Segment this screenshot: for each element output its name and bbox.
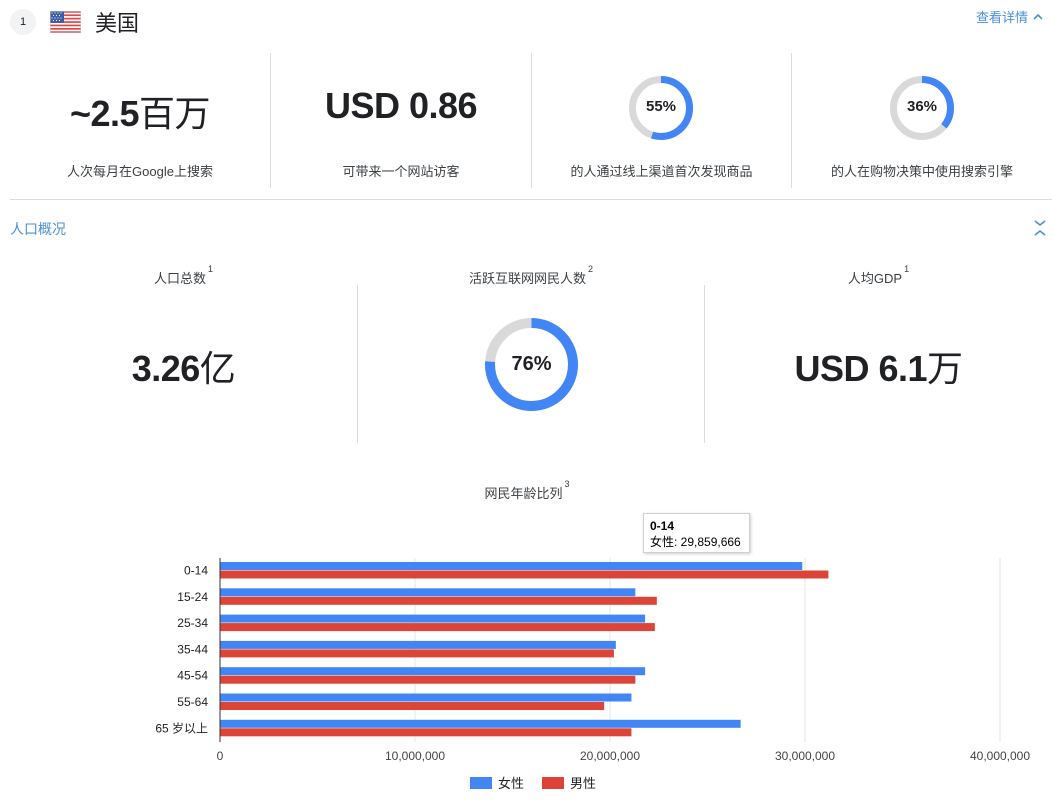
legend-swatch-male	[542, 776, 565, 789]
divider	[270, 53, 271, 188]
bar-female[interactable]	[220, 693, 632, 702]
chart-bars	[220, 562, 829, 737]
metric-label-internet-users: 活跃互联网网民人数2	[468, 264, 594, 286]
y-category-label: 65 岁以上	[155, 720, 208, 735]
x-tick-label: 20,000,000	[580, 749, 640, 763]
stat-value: ~2.5百万	[69, 93, 211, 134]
chart-legend: 女性 男性	[470, 773, 596, 792]
section-divider	[10, 199, 1052, 200]
y-category-label: 25-34	[177, 616, 208, 630]
divider	[791, 53, 792, 188]
bar-male[interactable]	[220, 570, 829, 579]
bar-male[interactable]	[220, 623, 655, 632]
bar-male[interactable]	[220, 649, 614, 658]
progress-ring-36	[890, 76, 954, 140]
x-tick-label: 30,000,000	[775, 749, 835, 763]
x-tick-label: 0	[217, 749, 224, 763]
divider	[531, 53, 532, 188]
ring-percent-label: 55%	[645, 98, 677, 115]
stat-value: USD 0.86	[324, 85, 478, 126]
stat-caption: 人次每月在Google上搜索	[67, 164, 213, 179]
bar-female[interactable]	[220, 719, 741, 728]
stat-search-engine-use: 36% 的人在购物决策中使用搜索引擎	[792, 53, 1052, 188]
legend-label-female: 女性	[498, 776, 525, 791]
metric-label-population: 人口总数1	[153, 264, 214, 286]
bar-male[interactable]	[220, 702, 605, 710]
stat-cost-per-visit: USD 0.86 可带来一个网站访客	[271, 53, 531, 188]
bar-male[interactable]	[220, 675, 636, 684]
tooltip-value: 女性: 29,859,666	[650, 535, 741, 549]
collapse-chevrons-icon[interactable]	[1032, 219, 1048, 237]
divider	[704, 285, 705, 443]
age-bar-chart: 0-14 15-24 25-34 35-44 45-54 55-64 65 岁以上 0 10,…	[155, 558, 1031, 763]
metric-value-gdp: USD 6.1万	[794, 348, 963, 389]
y-category-label: 55-64	[177, 695, 208, 709]
stat-caption: 的人在购物决策中使用搜索引擎	[830, 164, 1013, 179]
stat-caption: 可带来一个网站访客	[342, 164, 460, 179]
x-tick-label: 40,000,000	[970, 749, 1030, 763]
bar-female[interactable]	[220, 588, 636, 597]
metric-label-gdp: 人均GDP1	[847, 264, 910, 286]
bar-male[interactable]	[220, 728, 632, 737]
legend-item-female[interactable]: 女性	[470, 773, 524, 792]
stat-monthly-searches: ~2.5百万 人次每月在Google上搜索	[10, 53, 270, 188]
section-title[interactable]: 人口概况	[10, 221, 66, 237]
chevron-up-icon[interactable]	[1032, 12, 1044, 22]
bar-female[interactable]	[220, 614, 646, 623]
stat-online-discovery: 55% 的人通过线上渠道首次发现商品	[532, 53, 791, 188]
chart-x-labels: 0 10,000,000 20,000,000 30,000,000 40,000,00…	[217, 749, 1031, 763]
ring-percent-label: 76%	[511, 353, 552, 375]
legend-item-male[interactable]: 男性	[542, 773, 596, 792]
legend-swatch-female	[470, 776, 492, 789]
chart-tooltip: 0-14 女性: 29,859,666	[643, 513, 750, 553]
tooltip-category: 0-14	[650, 519, 675, 533]
bar-female[interactable]	[220, 667, 646, 676]
rank-badge: 1	[10, 9, 36, 35]
view-details-label[interactable]: 查看详情	[975, 10, 1028, 25]
country-name: 美国	[95, 11, 140, 36]
ring-percent-label: 36%	[906, 98, 938, 115]
y-category-label: 45-54	[177, 669, 208, 683]
y-category-label: 15-24	[177, 590, 208, 604]
us-flag-icon	[50, 11, 81, 33]
divider	[357, 285, 358, 443]
bar-female[interactable]	[220, 640, 616, 649]
chart-title: 网民年龄比列3	[484, 479, 570, 501]
metric-value-population: 3.26亿	[131, 348, 236, 389]
bar-male[interactable]	[220, 596, 657, 605]
stat-caption: 的人通过线上渠道首次发现商品	[570, 164, 753, 179]
bar-female[interactable]	[220, 562, 803, 570]
progress-ring-76	[485, 318, 578, 411]
x-tick-label: 10,000,000	[385, 749, 445, 763]
view-details-link[interactable]: 查看详情	[976, 7, 1044, 26]
y-category-label: 35-44	[177, 642, 208, 656]
progress-ring-55	[629, 76, 693, 140]
y-category-label: 0-14	[184, 564, 208, 578]
legend-label-male: 男性	[570, 776, 597, 791]
chart-y-labels: 0-14 15-24 25-34 35-44 45-54 55-64 65 岁以上	[155, 564, 208, 736]
